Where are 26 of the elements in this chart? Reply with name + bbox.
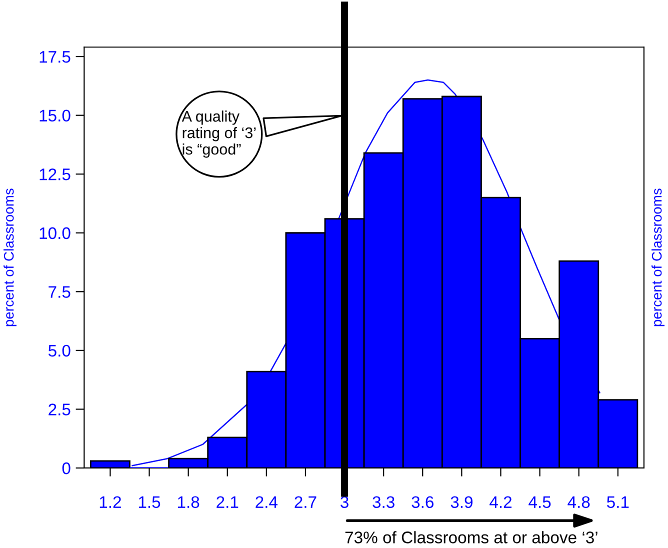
x-tick-label: 2.7 [294, 496, 316, 508]
y2-axis-title: percent of Classrooms [652, 188, 664, 326]
y-tick-label: 5.0 [48, 344, 70, 357]
y-axis-title: percent of Classrooms [4, 188, 16, 326]
text: 73% of Classrooms at or above ‘3’ [345, 531, 598, 544]
y-tick-label: 0 [62, 462, 70, 474]
x-tick-label: 1.8 [178, 496, 200, 508]
x-tick-label: 3.3 [372, 496, 394, 508]
y-tick-label: 2.5 [48, 404, 70, 416]
x-tick-label: 3.9 [450, 496, 472, 508]
x-tick-label: 4.5 [528, 496, 551, 508]
y-tick-label: 12.5 [40, 168, 70, 180]
x-tick-label: 3 [340, 496, 348, 508]
y-tick-label: 10.0 [40, 227, 70, 240]
x-tick-label: 5.1 [607, 496, 629, 508]
x-tick-label: 1.5 [138, 496, 160, 508]
x-tick-label: 2.1 [216, 496, 238, 508]
y-tick-label: 17.5 [40, 51, 70, 63]
x-tick-label: 2.4 [256, 496, 278, 508]
x-tick-label: 4.2 [490, 496, 512, 508]
annotation: A quality rating of ‘3’ is “good” [182, 110, 256, 158]
y-tick-label: 7.5 [48, 286, 70, 298]
y-tick-label: 15.0 [40, 110, 70, 122]
x-tick-label: 3.6 [412, 496, 434, 508]
x-tick-label: 4.8 [568, 496, 590, 508]
x-tick-label: 1.2 [100, 496, 121, 508]
